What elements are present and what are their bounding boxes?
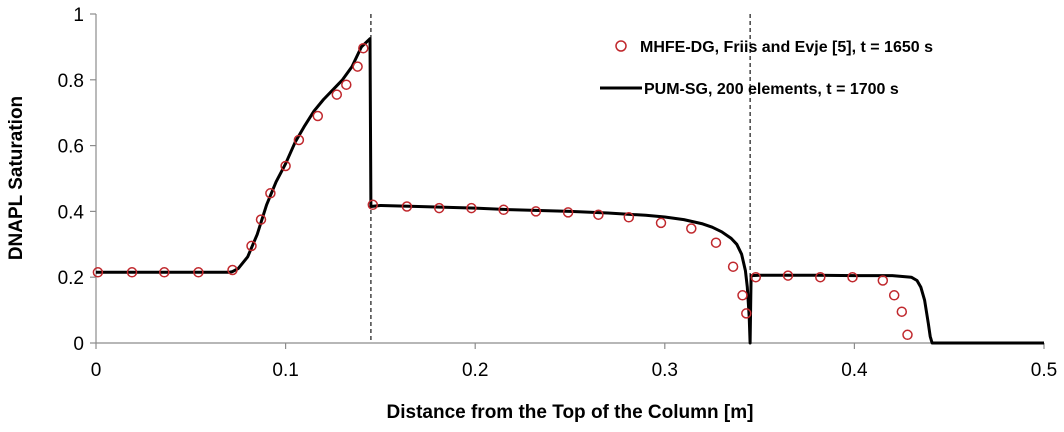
data-point-mhfe-dg <box>265 188 276 199</box>
data-point-mhfe-dg <box>896 306 908 317</box>
x-axis-title: Distance from the Top of the Column [m] <box>387 402 754 423</box>
data-point-mhfe-dg <box>126 267 138 278</box>
data-point-mhfe-dg <box>312 110 324 122</box>
data-point-mhfe-dg <box>593 209 604 220</box>
data-point-mhfe-dg <box>159 267 170 278</box>
x-tick-label: 0.3 <box>652 360 678 381</box>
data-point-mhfe-dg <box>341 79 352 90</box>
data-point-mhfe-dg <box>750 271 762 283</box>
y-tick-label: 0.6 <box>58 137 84 158</box>
y-tick-label: 0 <box>73 334 84 355</box>
data-point-mhfe-dg <box>466 202 477 214</box>
data-point-mhfe-dg <box>686 223 697 234</box>
data-point-mhfe-dg <box>737 290 748 301</box>
data-point-mhfe-dg <box>352 61 363 72</box>
data-point-mhfe-dg <box>727 261 739 272</box>
legend: MHFE-DG, Friis and Evje [5], t = 1650 s … <box>600 39 933 98</box>
axes <box>90 13 1045 349</box>
data-point-mhfe-dg <box>331 89 343 100</box>
x-tick-label: 0.1 <box>272 360 298 381</box>
data-point-mhfe-dg <box>782 270 794 281</box>
x-tick-label: 0.4 <box>841 360 868 381</box>
y-tick-label: 1 <box>73 5 84 26</box>
x-tick-label: 0.2 <box>462 360 488 381</box>
data-point-mhfe-dg <box>358 42 369 54</box>
data-point-mhfe-dg <box>367 199 379 211</box>
y-tick-label: 0.8 <box>58 71 84 92</box>
data-point-mhfe-dg <box>498 204 509 216</box>
data-point-mhfe-dg <box>92 267 104 278</box>
data-point-mhfe-dg <box>193 267 204 278</box>
data-point-mhfe-dg <box>246 240 257 252</box>
data-point-mhfe-dg <box>562 207 574 218</box>
x-tick-label: 0 <box>91 360 102 381</box>
data-point-mhfe-dg <box>902 329 913 341</box>
series-line-pum-sg <box>96 37 1044 345</box>
data-point-mhfe-dg <box>227 264 238 276</box>
data-point-mhfe-dg <box>401 201 413 212</box>
series-layer <box>92 37 1044 345</box>
y-tick-label: 0.2 <box>58 268 84 289</box>
data-point-mhfe-dg <box>293 134 305 146</box>
legend-label-mhfe-dg: MHFE-DG, Friis and Evje [5], t = 1650 s <box>640 39 933 56</box>
data-point-mhfe-dg <box>280 160 291 172</box>
x-tick-label: 0.5 <box>1031 360 1057 381</box>
data-point-mhfe-dg <box>655 217 667 229</box>
data-point-mhfe-dg <box>877 275 889 286</box>
y-axis-title: DNAPL Saturation <box>6 96 27 260</box>
data-point-mhfe-dg <box>888 290 900 301</box>
data-point-mhfe-dg <box>623 212 635 223</box>
data-point-mhfe-dg <box>710 237 722 248</box>
data-point-mhfe-dg <box>530 206 542 217</box>
legend-marker-mhfe-dg <box>615 40 627 52</box>
data-point-mhfe-dg <box>815 271 826 283</box>
reference-lines <box>370 14 751 343</box>
y-tick-label: 0.4 <box>58 202 85 223</box>
data-point-mhfe-dg <box>847 271 858 283</box>
tick-labels: 0 0.2 0.4 0.6 0.8 1 0 0.1 0.2 0.3 0.4 0.5 <box>58 5 1058 381</box>
data-point-mhfe-dg <box>433 202 445 214</box>
legend-label-pum-sg: PUM-SG, 200 elements, t = 1700 s <box>644 81 899 98</box>
data-point-mhfe-dg <box>255 214 267 225</box>
data-point-mhfe-dg <box>741 308 752 319</box>
